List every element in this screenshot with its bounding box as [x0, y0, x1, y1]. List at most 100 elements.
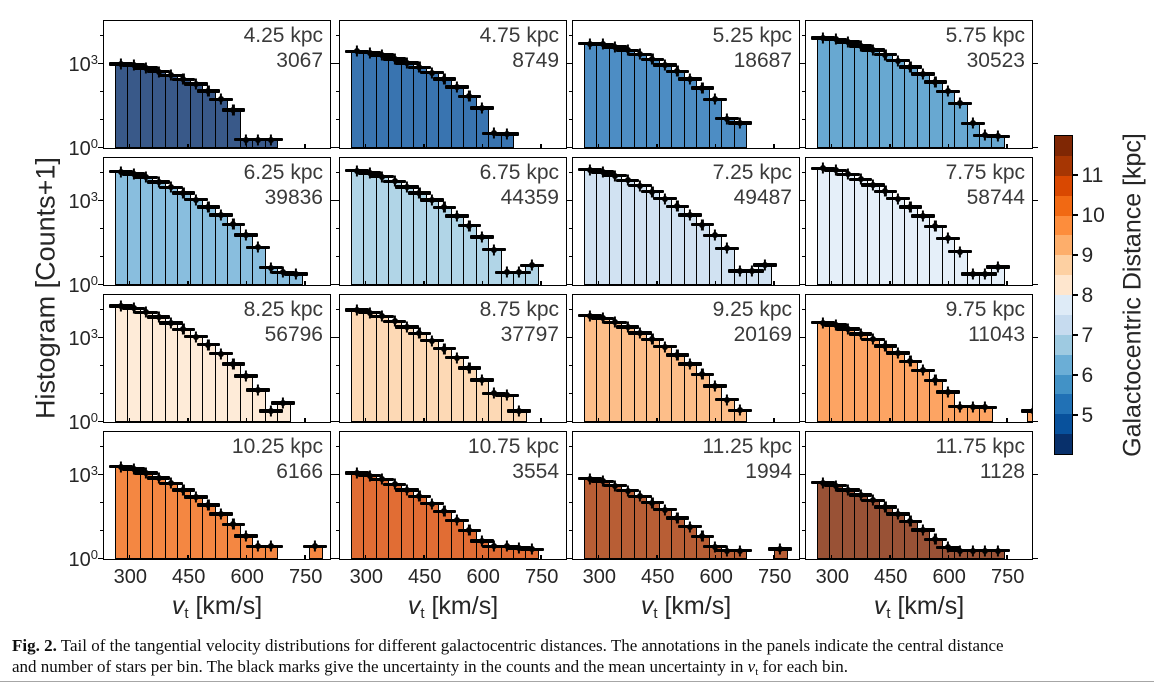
- colorbar: [1053, 135, 1073, 455]
- uncertainty-mark: [752, 263, 777, 267]
- x-tick-label: 750: [288, 566, 323, 588]
- x-tick-label: 600: [466, 566, 500, 588]
- uncertainty-mark: [432, 509, 457, 514]
- x-tick-mark: [597, 143, 600, 148]
- uncertainty-mark: [271, 401, 296, 405]
- uncertainty-mark: [357, 310, 382, 315]
- x-tick-mark: [1006, 280, 1008, 285]
- y-tick-mark: [569, 255, 572, 258]
- uncertainty-mark: [715, 397, 740, 402]
- uncertainty-mark: [935, 390, 960, 394]
- y-tick-mark: [100, 34, 103, 37]
- x-tick-mark: [364, 417, 367, 422]
- histogram-panel: 8.25 kpc 56796: [103, 294, 331, 423]
- y-tick-mark: [98, 146, 103, 149]
- uncertainty-mark: [948, 101, 973, 105]
- x-tick-mark: [304, 554, 306, 559]
- y-tick-mark: [800, 473, 805, 476]
- x-tick-label: 750: [990, 566, 1025, 588]
- y-tick-mark: [569, 227, 572, 230]
- colorbar-segment: [1054, 155, 1072, 176]
- colorbar-tick-mark: [1072, 254, 1078, 256]
- x-tick-mark: [423, 417, 425, 422]
- y-tick-mark: [336, 118, 339, 121]
- uncertainty-mark: [665, 516, 690, 520]
- uncertainty-mark: [935, 236, 960, 240]
- y-tick-mark: [100, 392, 103, 395]
- panel-starcount-label: 6166: [276, 460, 323, 483]
- uncertainty-mark: [283, 272, 308, 276]
- uncertainty-mark: [395, 61, 419, 65]
- uncertainty-mark: [973, 272, 998, 276]
- uncertainty-mark: [836, 327, 860, 331]
- x-tick-mark: [889, 554, 891, 559]
- panel-annotation: 5.25 kpc 18687: [713, 23, 792, 73]
- panel-distance-label: 4.25 kpc: [243, 24, 323, 47]
- y-tick-mark: [569, 501, 572, 504]
- x-tick-mark: [481, 280, 484, 285]
- uncertainty-mark: [727, 121, 752, 125]
- y-tick-mark: [800, 146, 805, 149]
- y-tick-mark: [98, 473, 103, 476]
- y-tick-label: 103: [68, 52, 98, 77]
- colorbar-segment: [1054, 235, 1072, 256]
- uncertainty-mark: [494, 393, 519, 398]
- histogram-panel: 5.75 kpc 30523: [805, 20, 1033, 149]
- y-tick-mark: [1033, 557, 1038, 560]
- x-tick-mark: [597, 417, 600, 422]
- y-tick-mark: [802, 392, 805, 395]
- x-tick-mark: [128, 143, 131, 148]
- uncertainty-mark: [898, 519, 923, 524]
- uncertainty-mark: [985, 134, 1010, 138]
- y-tick-mark: [569, 308, 572, 311]
- colorbar-tick-label: 11: [1081, 163, 1104, 187]
- uncertainty-mark: [370, 53, 394, 57]
- y-tick-label: 100: [68, 410, 98, 435]
- uncertainty-mark: [923, 537, 948, 542]
- uncertainty-mark: [886, 197, 910, 201]
- uncertainty-mark: [146, 69, 171, 74]
- colorbar-label: Galactocentric Distance [kpc]: [1118, 133, 1147, 457]
- uncertainty-mark: [395, 325, 419, 329]
- caption-line2a: and number of stars per bin. The black m…: [12, 656, 748, 676]
- y-tick-mark: [331, 62, 336, 65]
- y-tick-mark: [336, 308, 339, 311]
- y-tick-mark: [334, 146, 339, 149]
- y-tick-label: 100: [68, 136, 98, 161]
- uncertainty-mark: [432, 346, 457, 351]
- y-tick-mark: [1033, 199, 1038, 202]
- uncertainty-mark: [209, 97, 233, 101]
- x-tick-label: 750: [524, 566, 559, 588]
- uncertainty-mark: [873, 53, 898, 57]
- uncertainty-mark: [507, 409, 532, 413]
- panel-starcount-label: 44359: [500, 186, 559, 209]
- x-tick-mark: [423, 280, 425, 285]
- panel-starcount-label: 49487: [733, 186, 792, 209]
- x-tick-mark: [540, 280, 542, 285]
- panel-annotation: 9.25 kpc 20169: [713, 297, 792, 347]
- uncertainty-mark: [823, 37, 848, 42]
- uncertainty-mark: [948, 250, 973, 254]
- uncertainty-mark: [233, 534, 258, 538]
- uncertainty-mark: [357, 473, 382, 478]
- y-tick-mark: [802, 34, 805, 37]
- colorbar-tick-label: 7: [1081, 323, 1094, 347]
- uncertainty-mark: [171, 327, 196, 332]
- uncertainty-mark: [678, 362, 702, 366]
- colorbar-tick-mark: [1072, 334, 1078, 336]
- uncertainty-mark: [382, 179, 407, 184]
- x-tick-mark: [773, 417, 775, 422]
- uncertainty-mark: [246, 388, 271, 392]
- uncertainty-mark: [935, 89, 960, 94]
- histogram-panel: 10.75 kpc 3554: [339, 431, 567, 560]
- y-tick-mark: [100, 90, 103, 93]
- x-axis-label: vt [km/s]: [171, 592, 263, 622]
- x-tick-mark: [540, 554, 542, 559]
- uncertainty-mark: [615, 48, 640, 52]
- uncertainty-mark: [209, 352, 233, 356]
- uncertainty-mark: [469, 378, 494, 382]
- colorbar-segment: [1054, 195, 1072, 216]
- x-tick-mark: [423, 554, 425, 559]
- uncertainty-mark: [861, 337, 885, 342]
- x-tick-label: 600: [699, 566, 733, 588]
